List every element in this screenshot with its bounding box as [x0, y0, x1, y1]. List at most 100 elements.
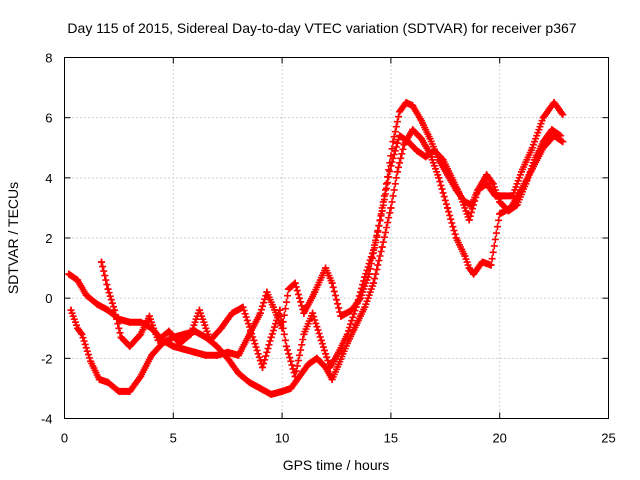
- data-point: [95, 375, 103, 383]
- data-point: [361, 273, 369, 281]
- data-point: [267, 390, 275, 398]
- data-point: [309, 309, 317, 317]
- data-point: [278, 387, 286, 395]
- data-point: [343, 330, 351, 338]
- data-point: [217, 324, 225, 332]
- data-point: [443, 204, 451, 212]
- data-point: [176, 339, 184, 347]
- data-point: [137, 372, 145, 380]
- data-point: [326, 363, 334, 371]
- data-point: [245, 378, 253, 386]
- data-point: [300, 309, 308, 317]
- data-point: [539, 138, 547, 146]
- data-point: [239, 303, 247, 311]
- series-track-c: [97, 126, 565, 380]
- data-point: [250, 336, 258, 344]
- x-tick-labels: 0 5 10 15 20 25: [61, 431, 616, 446]
- data-point: [517, 168, 525, 176]
- data-point: [104, 306, 112, 314]
- series-track-b: [67, 126, 567, 398]
- data-point: [259, 363, 267, 371]
- plot-frame: [64, 57, 609, 419]
- data-point: [300, 330, 308, 338]
- y-tick-label: -4: [41, 412, 53, 427]
- data-point: [500, 192, 508, 200]
- data-point: [82, 291, 90, 299]
- data-point: [291, 372, 299, 380]
- y-tick-labels: -4 -2 0 2 4 6 8: [41, 51, 53, 427]
- data-point: [557, 132, 565, 140]
- data-point: [487, 261, 495, 269]
- data-point: [389, 138, 397, 146]
- data-point: [104, 285, 112, 293]
- data-point: [311, 288, 319, 296]
- data-point: [115, 387, 123, 395]
- data-point: [328, 375, 336, 383]
- data-point: [126, 318, 134, 326]
- data-point: [402, 99, 410, 107]
- data-point: [111, 306, 119, 314]
- data-point: [478, 258, 486, 266]
- data-point: [235, 369, 243, 377]
- data-point: [352, 321, 360, 329]
- data-point: [126, 387, 134, 395]
- x-tick-label: 25: [601, 431, 615, 446]
- data-point: [93, 300, 101, 308]
- data-point: [513, 201, 521, 209]
- x-tick-label: 0: [61, 431, 68, 446]
- data-point: [169, 342, 177, 350]
- data-point: [78, 330, 86, 338]
- data-point: [496, 210, 504, 218]
- data-point: [378, 243, 386, 251]
- data-point: [213, 342, 221, 350]
- data-point: [267, 333, 275, 341]
- data-point: [559, 138, 567, 146]
- data-point: [413, 147, 421, 155]
- data-point: [448, 174, 456, 182]
- data-series: [65, 99, 567, 398]
- data-point: [165, 327, 173, 335]
- data-point: [235, 351, 243, 359]
- data-point: [74, 276, 82, 284]
- data-point: [457, 192, 465, 200]
- chart-title: Day 115 of 2015, Sidereal Day-to-day VTE…: [67, 20, 576, 36]
- data-point: [148, 351, 156, 359]
- data-point: [396, 132, 404, 140]
- data-point: [202, 351, 210, 359]
- data-point: [378, 207, 386, 215]
- data-point: [126, 342, 134, 350]
- data-point: [404, 138, 412, 146]
- data-point: [531, 156, 539, 164]
- data-point: [393, 168, 401, 176]
- data-point: [187, 330, 195, 338]
- data-point: [74, 324, 82, 332]
- data-point: [439, 156, 447, 164]
- data-point: [117, 333, 125, 341]
- data-point: [361, 303, 369, 311]
- data-point: [65, 270, 73, 278]
- data-point: [400, 141, 408, 149]
- y-axis-label: SDTVAR / TECUs: [5, 182, 21, 294]
- data-point: [452, 234, 460, 242]
- data-point: [548, 126, 556, 134]
- data-point: [263, 288, 271, 296]
- data-point: [282, 342, 290, 350]
- data-point: [285, 285, 293, 293]
- data-point: [369, 279, 377, 287]
- data-point: [409, 102, 417, 110]
- data-point: [256, 384, 264, 392]
- y-tick-label: 8: [45, 51, 52, 66]
- x-tick-label: 20: [492, 431, 506, 446]
- data-point: [276, 306, 284, 314]
- data-point: [137, 330, 145, 338]
- data-point: [417, 135, 425, 143]
- data-point: [522, 180, 530, 188]
- data-point: [528, 144, 536, 152]
- data-point: [104, 378, 112, 386]
- data-point: [180, 345, 188, 353]
- data-point: [191, 348, 199, 356]
- data-point: [483, 171, 491, 179]
- data-point: [317, 336, 325, 344]
- y-tick-label: 4: [45, 171, 52, 186]
